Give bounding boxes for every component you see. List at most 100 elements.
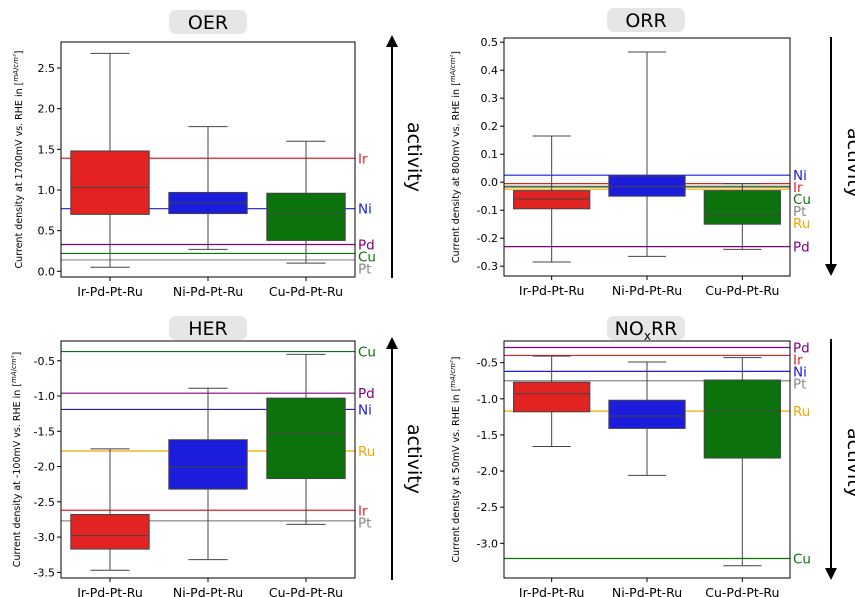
x-tick-label: Cu-Pd-Pt-Ru xyxy=(705,585,779,597)
reference-label-cu: Cu xyxy=(358,345,376,361)
box-cu-pd-pt-ru xyxy=(703,357,781,567)
box-body xyxy=(266,397,346,480)
reference-label-cu: Cu xyxy=(358,249,376,265)
reference-label-ru: Ru xyxy=(793,216,810,232)
activity-label: activity xyxy=(403,424,425,494)
box-body xyxy=(703,379,781,459)
y-tick-label: -1.0 xyxy=(34,390,55,403)
reference-label-ni: Ni xyxy=(358,202,372,218)
y-tick-label: -2.0 xyxy=(477,465,498,478)
reference-label-cu: Cu xyxy=(793,551,811,567)
unit-denominator: cm² xyxy=(12,54,20,68)
reference-label-pd: Pd xyxy=(793,240,810,256)
y-tick-label: 0.2 xyxy=(481,120,499,133)
unit-slash: / xyxy=(12,67,20,70)
x-tick-label: Ni-Pd-Pt-Ru xyxy=(612,283,682,298)
reference-label-ir: Ir xyxy=(358,503,368,519)
box-ir-pd-pt-ru xyxy=(70,448,150,571)
reference-label-ir: Ir xyxy=(793,180,803,196)
activity-label: activity xyxy=(843,428,855,498)
reference-label-pd: Pd xyxy=(793,341,810,357)
y-tick-label: 1.0 xyxy=(38,184,56,197)
y-tick-label: -0.1 xyxy=(477,204,498,217)
y-axis-label: Current density at 50mV vs. RHE in [mA/c… xyxy=(449,357,462,563)
y-tick-label: 1.5 xyxy=(38,143,56,156)
x-tick-label: Ni-Pd-Pt-Ru xyxy=(173,585,243,597)
box-cu-pd-pt-ru xyxy=(703,183,781,250)
reference-label-pt: Pt xyxy=(793,204,806,220)
x-tick-label: Ni-Pd-Pt-Ru xyxy=(612,585,682,597)
unit-slash: / xyxy=(449,68,457,71)
chart-title: NOxRR xyxy=(615,318,678,343)
y-tick-label: -1.5 xyxy=(477,429,498,442)
unit-slash: / xyxy=(449,373,457,376)
unit-denominator: cm² xyxy=(449,360,457,374)
y-tick-label: 0.3 xyxy=(481,92,499,105)
reference-label-pt: Pt xyxy=(358,515,371,531)
y-tick-label: 0.4 xyxy=(481,64,499,77)
reference-label-ir: Ir xyxy=(793,353,803,369)
y-axis-label-close: ] xyxy=(12,352,23,356)
chart-title-background xyxy=(169,316,247,340)
activity-arrow-head xyxy=(386,337,398,349)
box-cu-pd-pt-ru xyxy=(266,140,346,264)
y-tick-label: -2.5 xyxy=(34,496,55,509)
x-tick-label: Cu-Pd-Pt-Ru xyxy=(269,284,343,299)
y-axis-label: Current density at 800mV vs. RHE in [mA/… xyxy=(449,51,462,263)
reference-label-ni: Ni xyxy=(358,402,372,418)
reference-label-ru: Ru xyxy=(793,404,810,420)
chart-title: HER xyxy=(188,318,228,340)
y-tick-label: -0.2 xyxy=(477,232,498,245)
box-ni-pd-pt-ru xyxy=(168,126,248,250)
box-ni-pd-pt-ru xyxy=(608,361,686,476)
y-tick-label: 2.5 xyxy=(38,62,56,75)
x-tick-label: Ir-Pd-Pt-Ru xyxy=(519,283,585,298)
y-axis-label-text: Current density at 800mV vs. RHE in [ xyxy=(451,82,462,263)
y-tick-label: -2.5 xyxy=(477,501,498,514)
chart-title-background xyxy=(607,8,685,32)
y-tick-label: -3.5 xyxy=(34,566,55,579)
y-tick-label: -2.0 xyxy=(34,461,55,474)
y-tick-label: 0.5 xyxy=(38,225,56,238)
reference-label-pt: Pt xyxy=(358,261,371,277)
y-axis-label: Current density at -100mV vs. RHE in [mA… xyxy=(10,352,23,567)
unit-numerator: mA xyxy=(12,70,20,82)
box-body xyxy=(266,192,346,241)
unit-numerator: mA xyxy=(449,70,457,82)
reference-label-cu: Cu xyxy=(793,192,811,208)
unit-denominator: cm² xyxy=(10,355,18,369)
chart-title-end: RR xyxy=(651,318,677,340)
box-cu-pd-pt-ru xyxy=(266,353,346,525)
x-tick-label: Ir-Pd-Pt-Ru xyxy=(519,585,585,597)
activity-arrow-head xyxy=(825,264,837,276)
y-axis-label-text: Current density at -100mV vs. RHE in [ xyxy=(12,383,23,567)
y-tick-label: -1.5 xyxy=(34,425,55,438)
y-axis-label-text: Current density at 50mV vs. RHE in [ xyxy=(451,388,462,563)
y-axis-label-close: ] xyxy=(451,51,462,55)
unit-slash: / xyxy=(10,368,18,371)
x-tick-label: Cu-Pd-Pt-Ru xyxy=(269,585,343,597)
x-tick-label: Ir-Pd-Pt-Ru xyxy=(77,585,143,597)
y-tick-label: -0.5 xyxy=(477,357,498,370)
x-tick-label: Ir-Pd-Pt-Ru xyxy=(77,284,143,299)
unit-denominator: cm² xyxy=(449,55,457,69)
y-tick-label: 0.1 xyxy=(481,148,499,161)
unit-numerator: mA xyxy=(10,371,18,383)
box-ir-pd-pt-ru xyxy=(70,52,150,268)
y-tick-label: -3.0 xyxy=(34,531,55,544)
y-axis-label-close: ] xyxy=(14,50,25,54)
reference-label-pd: Pd xyxy=(358,237,375,253)
activity-arrow-head xyxy=(825,568,837,580)
chart-title-background xyxy=(169,10,247,34)
box-body xyxy=(513,190,591,210)
box-body xyxy=(70,514,150,550)
y-axis-label-text: Current density at 1700mV vs. RHE in [ xyxy=(14,82,25,269)
y-tick-label: 2.0 xyxy=(38,103,56,116)
box-body xyxy=(168,439,248,490)
activity-label: activity xyxy=(403,122,425,192)
chart-title-main: NO xyxy=(615,318,644,340)
reference-label-ni: Ni xyxy=(793,168,807,184)
box-body xyxy=(703,190,781,225)
